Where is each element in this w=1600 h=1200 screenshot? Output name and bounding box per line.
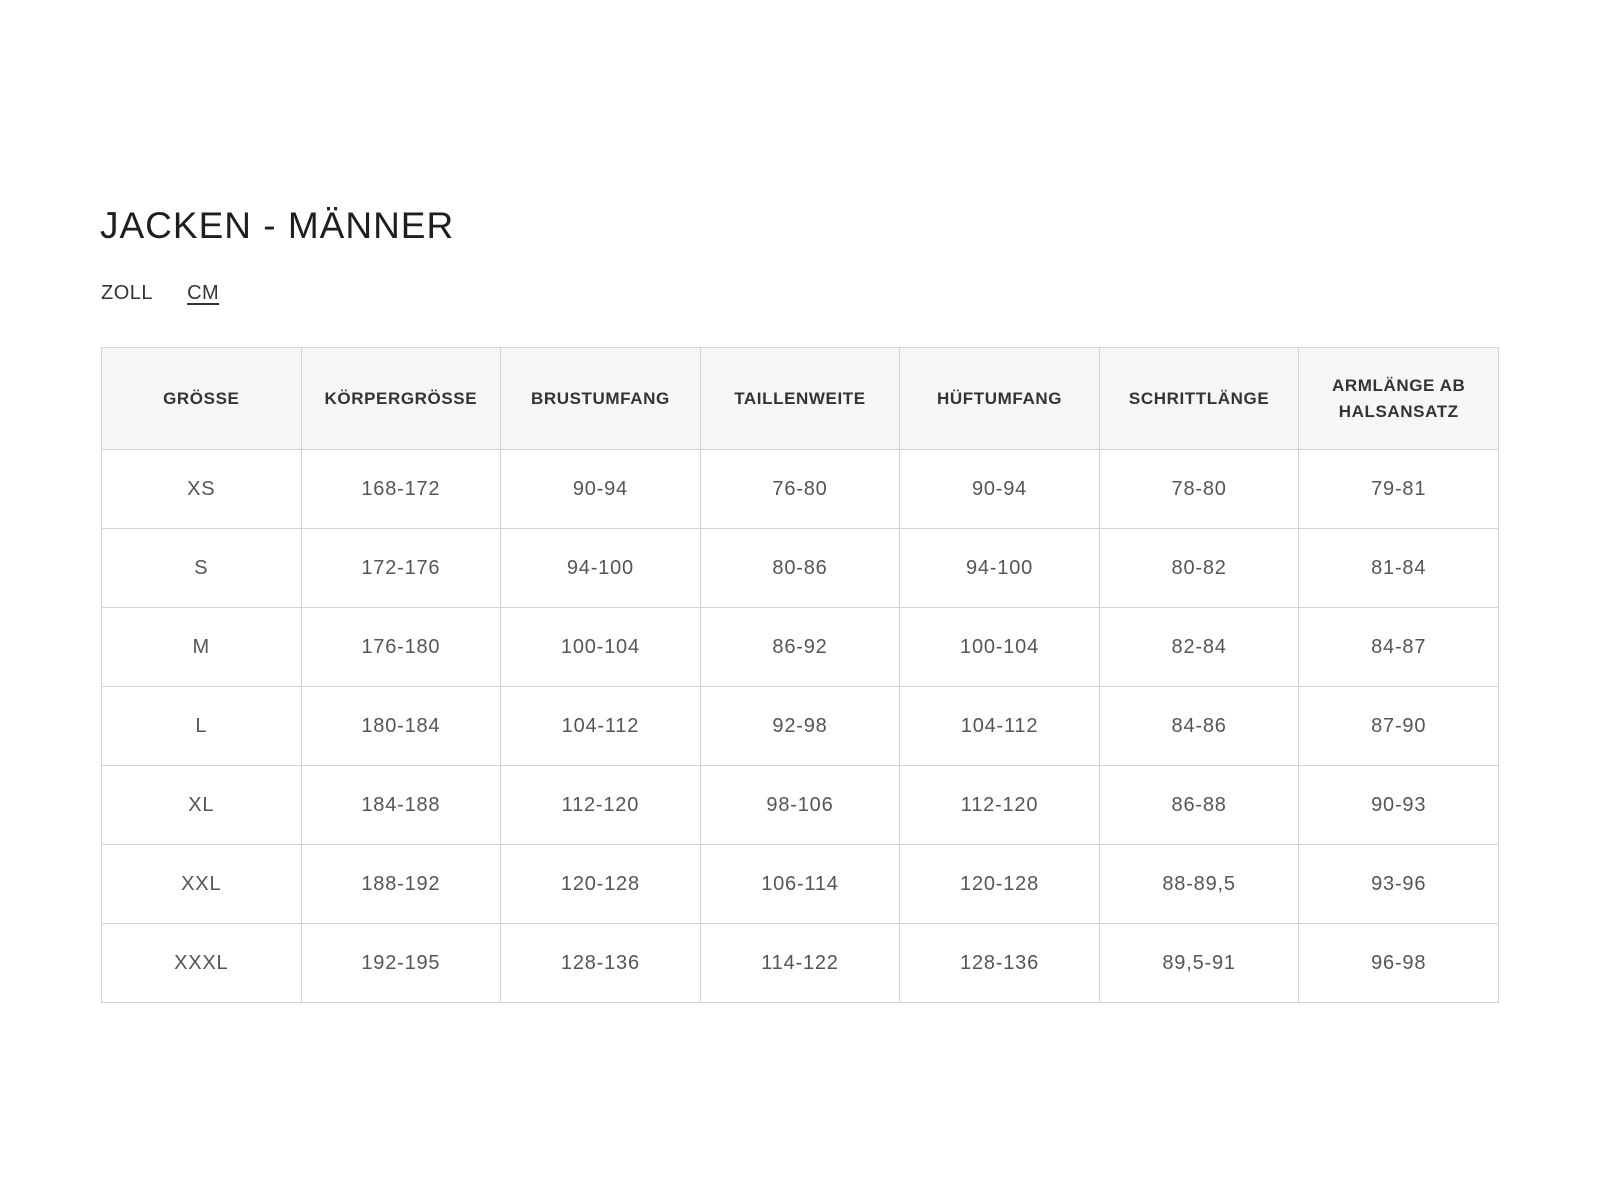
table-cell: 112-120 — [500, 765, 701, 845]
table-cell: 76-80 — [699, 449, 901, 529]
table-row: XXXL 192-195 128-136 114-122 128-136 89,5-91 9… — [101, 923, 1499, 1003]
table-cell: 192-195 — [300, 923, 502, 1003]
table-cell: 180-184 — [300, 686, 502, 766]
table-cell: 88-89,5 — [1098, 844, 1300, 924]
table-cell: 84-86 — [1098, 686, 1300, 766]
table-cell: 128-136 — [500, 923, 701, 1003]
table-cell: 106-114 — [699, 844, 901, 924]
table-cell: 94-100 — [899, 528, 1100, 608]
column-header: ARMLÄNGE AB HALSANSATZ — [1298, 347, 1499, 450]
table-cell: 120-128 — [899, 844, 1100, 924]
table-cell: 104-112 — [899, 686, 1100, 766]
table-cell: XS — [101, 449, 302, 529]
table-row: M 176-180 100-104 86-92 100-104 82-84 84-87 — [101, 607, 1499, 687]
column-header: BRUSTUMFANG — [500, 347, 701, 450]
table-cell: 86-92 — [699, 607, 901, 687]
table-cell: 94-100 — [500, 528, 701, 608]
table-cell: 92-98 — [699, 686, 901, 766]
table-cell: 84-87 — [1298, 607, 1499, 687]
table-cell: 87-90 — [1298, 686, 1499, 766]
table-row: XS 168-172 90-94 76-80 90-94 78-80 79-81 — [101, 449, 1499, 529]
table-cell: 90-94 — [899, 449, 1100, 529]
table-cell: 100-104 — [500, 607, 701, 687]
table-cell: 168-172 — [300, 449, 502, 529]
size-chart-table: GRÖSSE KÖRPERGRÖSSE BRUSTUMFANG TAILLENWEIT… — [101, 347, 1499, 1003]
column-header: KÖRPERGRÖSSE — [300, 347, 502, 450]
table-cell: XL — [101, 765, 302, 845]
column-header: HÜFTUMFANG — [899, 347, 1100, 450]
table-row: XL 184-188 112-120 98-106 112-120 86-88 90-93 — [101, 765, 1499, 845]
table-cell: 98-106 — [699, 765, 901, 845]
table-cell: 96-98 — [1298, 923, 1499, 1003]
table-cell: 176-180 — [300, 607, 502, 687]
table-cell: 188-192 — [300, 844, 502, 924]
table-cell: 120-128 — [500, 844, 701, 924]
table-cell: 81-84 — [1298, 528, 1499, 608]
unit-cm-tab[interactable]: CM — [187, 282, 220, 304]
table-row: S 172-176 94-100 80-86 94-100 80-82 81-84 — [101, 528, 1499, 608]
table-cell: 112-120 — [899, 765, 1100, 845]
table-cell: XXXL — [101, 923, 302, 1003]
table-cell: 184-188 — [300, 765, 502, 845]
table-cell: 80-82 — [1098, 528, 1300, 608]
table-row: L 180-184 104-112 92-98 104-112 84-86 87-90 — [101, 686, 1499, 766]
table-cell: 90-94 — [500, 449, 701, 529]
unit-zoll-tab[interactable]: ZOLL — [101, 282, 154, 304]
table-cell: 114-122 — [699, 923, 901, 1003]
unit-toggle: ZOLL CM — [101, 282, 247, 305]
table-cell: 100-104 — [899, 607, 1100, 687]
table-cell: L — [101, 686, 302, 766]
table-cell: 128-136 — [899, 923, 1100, 1003]
table-cell: 86-88 — [1098, 765, 1300, 845]
table-cell: 89,5-91 — [1098, 923, 1300, 1003]
table-cell: 93-96 — [1298, 844, 1499, 924]
table-row: XXL 188-192 120-128 106-114 120-128 88-89,5 93… — [101, 844, 1499, 924]
column-header: SCHRITTLÄNGE — [1098, 347, 1300, 450]
table-cell: 79-81 — [1298, 449, 1499, 529]
table-cell: 80-86 — [699, 528, 901, 608]
table-cell: 90-93 — [1298, 765, 1499, 845]
table-cell: 172-176 — [300, 528, 502, 608]
table-cell: M — [101, 607, 302, 687]
table-cell: 78-80 — [1098, 449, 1300, 529]
page-title: JACKEN - MÄNNER — [100, 205, 455, 246]
table-cell: S — [101, 528, 302, 608]
table-cell: XXL — [101, 844, 302, 924]
column-header: GRÖSSE — [101, 347, 302, 450]
table-cell: 104-112 — [500, 686, 701, 766]
table-cell: 82-84 — [1098, 607, 1300, 687]
table-header-row: GRÖSSE KÖRPERGRÖSSE BRUSTUMFANG TAILLENWEIT… — [101, 347, 1499, 450]
column-header: TAILLENWEITE — [699, 347, 901, 450]
